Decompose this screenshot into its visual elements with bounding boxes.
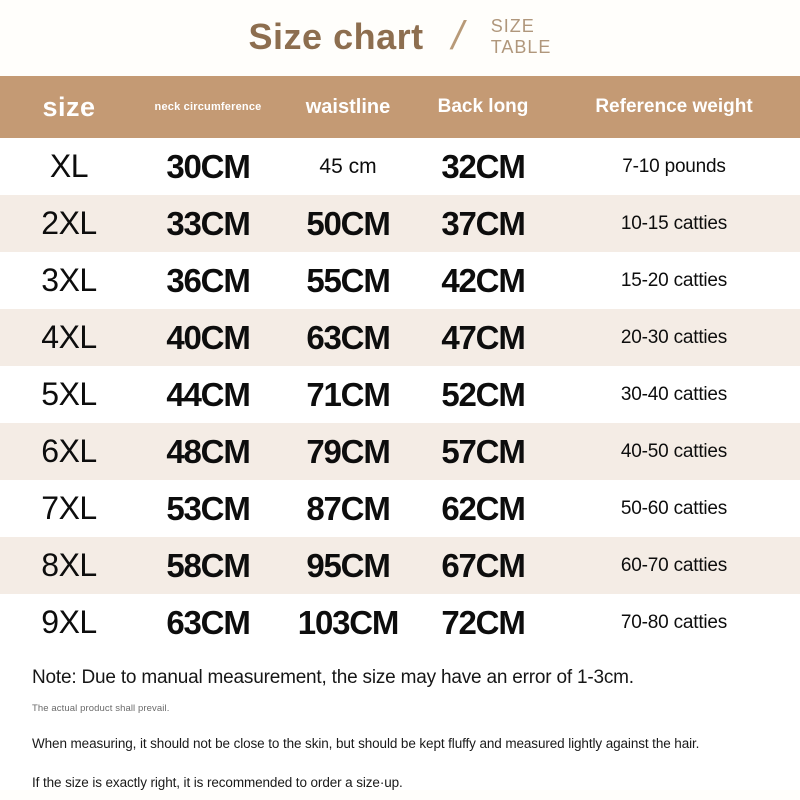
column-header-size: size	[42, 91, 96, 122]
table-row: 5XL 44CM 71CM 52CM 30-40 catties	[0, 366, 800, 423]
column-header-waist: waistline	[305, 95, 391, 118]
cell-neck: 40CM	[166, 318, 250, 356]
cell-neck: 36CM	[166, 261, 250, 299]
table-body: XL 30CM 45 cm 32CM 7-10 pounds 2XL 33CM 50CM 37C…	[0, 138, 800, 651]
cell-neck: 53CM	[166, 489, 250, 527]
cell-back: 37CM	[441, 204, 525, 242]
cell-weight: 30-40 catties	[620, 383, 728, 405]
cell-waist: 55CM	[306, 261, 390, 299]
cell-back: 57CM	[441, 432, 525, 470]
cell-neck: 30CM	[166, 147, 250, 185]
cell-waist: 63CM	[306, 318, 390, 356]
table-row: 9XL 63CM 103CM 72CM 70-80 catties	[0, 594, 800, 651]
cell-size: 2XL	[41, 205, 97, 241]
cell-back: 67CM	[441, 546, 525, 584]
table-row: 7XL 53CM 87CM 62CM 50-60 catties	[0, 480, 800, 537]
table-row: XL 30CM 45 cm 32CM 7-10 pounds	[0, 138, 800, 195]
cell-back: 47CM	[441, 318, 525, 356]
subtitle-line-2: TABLE	[490, 37, 552, 57]
cell-waist: 45 cm	[319, 154, 377, 178]
cell-weight: 10-15 catties	[620, 212, 728, 234]
notes-section: Note: Due to manual measurement, the siz…	[0, 651, 800, 790]
cell-size: 9XL	[41, 604, 97, 640]
table-row: 2XL 33CM 50CM 37CM 10-15 catties	[0, 195, 800, 252]
cell-back: 32CM	[441, 147, 525, 185]
cell-size: 7XL	[41, 490, 97, 526]
cell-waist: 79CM	[306, 432, 390, 470]
cell-neck: 44CM	[166, 375, 250, 413]
cell-neck: 63CM	[166, 603, 250, 641]
cell-waist: 71CM	[306, 375, 390, 413]
cell-neck: 33CM	[166, 204, 250, 242]
cell-back: 72CM	[441, 603, 525, 641]
note-primary: Note: Due to manual measurement, the siz…	[32, 667, 634, 688]
cell-neck: 48CM	[166, 432, 250, 470]
cell-weight: 50-60 catties	[620, 497, 728, 519]
cell-waist: 87CM	[306, 489, 390, 527]
subtitle-line-1: SIZE	[490, 16, 535, 37]
cell-back: 42CM	[441, 261, 525, 299]
table-header-row: size neck circumference waistline Back l…	[0, 76, 800, 138]
column-header-neck: neck circumference	[154, 101, 262, 113]
page-title: Size chart	[248, 16, 424, 57]
cell-weight: 20-30 catties	[620, 326, 728, 348]
title-band: Size chart / SIZE TABLE	[0, 0, 800, 76]
slash-divider-icon: /	[447, 14, 468, 58]
cell-waist: 50CM	[306, 204, 390, 242]
column-header-weight: Reference weight	[595, 96, 753, 117]
cell-size: XL	[49, 148, 89, 184]
cell-back: 62CM	[441, 489, 525, 527]
column-header-back: Back long	[437, 96, 529, 117]
cell-size: 3XL	[41, 262, 97, 298]
cell-weight: 60-70 catties	[620, 554, 728, 576]
cell-weight: 7-10 pounds	[622, 155, 726, 177]
cell-weight: 15-20 catties	[620, 269, 728, 291]
cell-back: 52CM	[441, 375, 525, 413]
table-row: 8XL 58CM 95CM 67CM 60-70 catties	[0, 537, 800, 594]
subtitle: SIZE TABLE	[491, 16, 552, 59]
cell-size: 6XL	[41, 433, 97, 469]
cell-neck: 58CM	[166, 546, 250, 584]
table-row: 3XL 36CM 55CM 42CM 15-20 catties	[0, 252, 800, 309]
note-sizing-advice: If the size is exactly right, it is reco…	[32, 775, 403, 790]
cell-waist: 103CM	[297, 603, 400, 641]
note-disclaimer: The actual product shall prevail.	[32, 703, 170, 714]
cell-size: 5XL	[41, 376, 97, 412]
note-measuring: When measuring, it should not be close t…	[32, 736, 700, 751]
cell-size: 8XL	[41, 547, 97, 583]
size-table: size neck circumference waistline Back l…	[0, 76, 800, 651]
cell-weight: 40-50 catties	[620, 440, 728, 462]
table-row: 4XL 40CM 63CM 47CM 20-30 catties	[0, 309, 800, 366]
cell-size: 4XL	[41, 319, 97, 355]
table-header: size neck circumference waistline Back l…	[0, 76, 800, 138]
cell-weight: 70-80 catties	[620, 611, 728, 633]
table-row: 6XL 48CM 79CM 57CM 40-50 catties	[0, 423, 800, 480]
cell-waist: 95CM	[306, 546, 390, 584]
